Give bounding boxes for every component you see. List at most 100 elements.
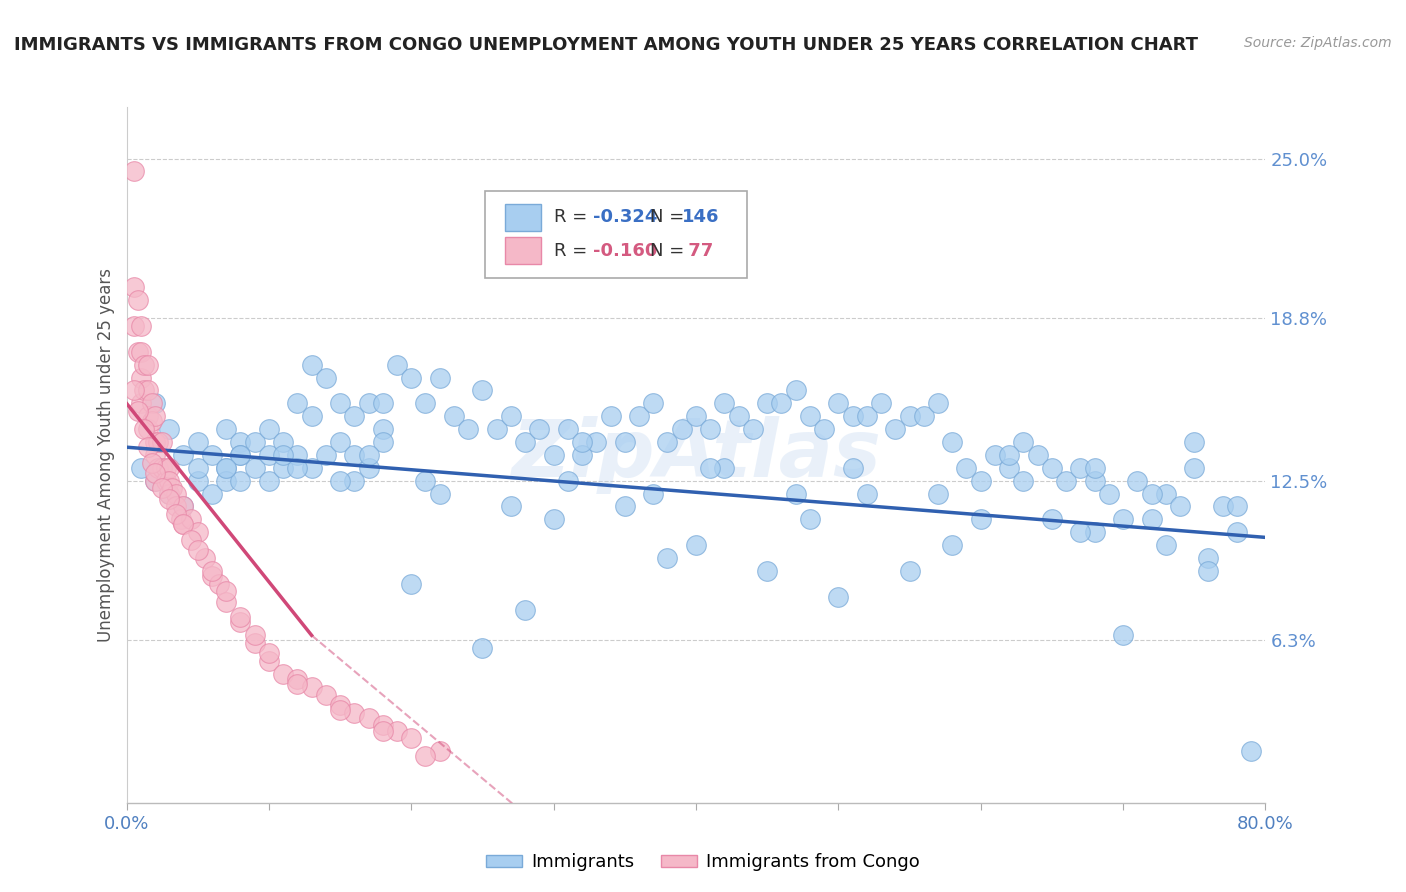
Point: [172, 500, 194, 514]
Point: [371, 396, 394, 410]
Point: [685, 538, 707, 552]
Point: [229, 610, 252, 624]
Point: [429, 370, 451, 384]
Point: [613, 435, 636, 450]
Point: [243, 628, 266, 642]
Point: [401, 370, 423, 384]
Point: [187, 474, 209, 488]
Point: [301, 358, 323, 372]
Point: [941, 538, 963, 552]
Point: [215, 460, 238, 475]
Point: [827, 396, 849, 410]
Point: [172, 500, 194, 514]
Point: [756, 564, 779, 578]
Text: N =: N =: [651, 242, 690, 260]
Point: [984, 448, 1007, 462]
Point: [357, 396, 380, 410]
Point: [165, 486, 187, 500]
Point: [571, 435, 593, 450]
Point: [713, 396, 735, 410]
Point: [180, 512, 202, 526]
Point: [385, 358, 408, 372]
Text: R =: R =: [554, 242, 592, 260]
Point: [912, 409, 935, 424]
Point: [671, 422, 693, 436]
Point: [515, 602, 537, 616]
Point: [927, 396, 949, 410]
Point: [699, 422, 721, 436]
Point: [172, 517, 194, 532]
Point: [201, 486, 224, 500]
Point: [343, 448, 366, 462]
Point: [271, 448, 294, 462]
Point: [143, 474, 166, 488]
Point: [257, 654, 280, 668]
Point: [127, 293, 149, 308]
Point: [136, 422, 159, 436]
Legend: Immigrants, Immigrants from Congo: Immigrants, Immigrants from Congo: [478, 847, 928, 879]
Point: [813, 422, 835, 436]
Point: [970, 474, 993, 488]
Point: [315, 688, 337, 702]
Point: [146, 460, 169, 475]
Point: [257, 474, 280, 488]
Point: [898, 409, 921, 424]
Point: [229, 615, 252, 630]
Point: [150, 435, 173, 450]
Point: [229, 474, 252, 488]
Point: [172, 517, 194, 532]
Point: [742, 422, 765, 436]
Point: [315, 448, 337, 462]
Point: [557, 422, 579, 436]
Point: [150, 460, 173, 475]
Point: [855, 409, 877, 424]
Point: [187, 543, 209, 558]
Point: [1026, 448, 1049, 462]
Point: [136, 384, 159, 398]
Point: [941, 435, 963, 450]
Point: [157, 460, 180, 475]
Point: [127, 404, 149, 418]
Point: [727, 409, 749, 424]
Point: [187, 460, 209, 475]
Point: [257, 422, 280, 436]
Point: [884, 422, 907, 436]
Point: [1182, 460, 1205, 475]
Point: [287, 677, 309, 691]
Point: [998, 460, 1021, 475]
Point: [129, 396, 152, 410]
Point: [343, 409, 366, 424]
Point: [799, 512, 821, 526]
Point: [1112, 628, 1135, 642]
Point: [643, 396, 665, 410]
Point: [870, 396, 893, 410]
Point: [371, 435, 394, 450]
Point: [132, 422, 155, 436]
Text: ZipAtlas: ZipAtlas: [510, 416, 882, 494]
Text: 146: 146: [682, 208, 720, 226]
Point: [201, 448, 224, 462]
Point: [155, 474, 177, 488]
Point: [122, 319, 145, 334]
Point: [1182, 435, 1205, 450]
Point: [287, 396, 309, 410]
Point: [180, 533, 202, 547]
Point: [132, 384, 155, 398]
Point: [613, 500, 636, 514]
Point: [998, 448, 1021, 462]
Point: [143, 396, 166, 410]
Point: [357, 460, 380, 475]
Point: [657, 551, 679, 566]
Point: [371, 718, 394, 732]
Point: [271, 667, 294, 681]
Point: [429, 744, 451, 758]
Point: [515, 435, 537, 450]
Point: [471, 384, 494, 398]
Point: [329, 698, 352, 712]
Point: [343, 706, 366, 720]
Text: -0.160: -0.160: [593, 242, 658, 260]
Point: [136, 358, 159, 372]
Point: [385, 723, 408, 738]
Point: [599, 409, 621, 424]
Point: [157, 422, 180, 436]
